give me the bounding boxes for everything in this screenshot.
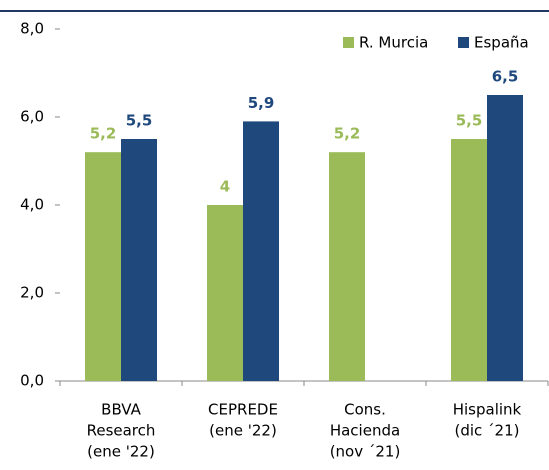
legend-swatch: [458, 37, 469, 48]
x-tick-label: (ene '22): [209, 422, 277, 440]
bar: [85, 152, 121, 381]
value-label: 5,2: [90, 125, 117, 143]
value-label: 5,9: [248, 94, 275, 112]
y-tick-label: 4,0: [20, 196, 44, 214]
x-tick-label: Hacienda: [330, 422, 400, 440]
y-tick-label: 0,0: [20, 372, 44, 390]
bar: [243, 121, 279, 382]
x-tick-label: CEPREDE: [208, 401, 278, 419]
x-tick-label: (nov ´21): [330, 443, 401, 461]
bar: [451, 139, 487, 381]
x-tick-label: Hispalink: [453, 401, 522, 419]
y-tick-label: 2,0: [20, 284, 44, 302]
bar: [329, 152, 365, 381]
bar: [487, 95, 523, 381]
x-tick-label: Research: [87, 422, 156, 440]
value-label: 5,5: [456, 112, 483, 130]
value-label: 5,2: [334, 125, 361, 143]
y-tick-label: 8,0: [20, 20, 44, 38]
x-tick-label: (ene '22): [87, 443, 155, 461]
x-tick-label: (dic ´21): [455, 422, 520, 440]
legend-swatch: [343, 37, 354, 48]
legend-label: España: [474, 34, 529, 52]
value-label: 6,5: [492, 68, 519, 86]
y-tick-label: 6,0: [20, 108, 44, 126]
value-label: 4: [220, 178, 230, 196]
bar: [121, 139, 157, 381]
legend-label: R. Murcia: [359, 34, 428, 52]
x-tick-label: BBVA: [101, 401, 141, 419]
bar: [207, 205, 243, 381]
x-tick-label: Cons.: [344, 401, 386, 419]
value-label: 5,5: [126, 112, 153, 130]
